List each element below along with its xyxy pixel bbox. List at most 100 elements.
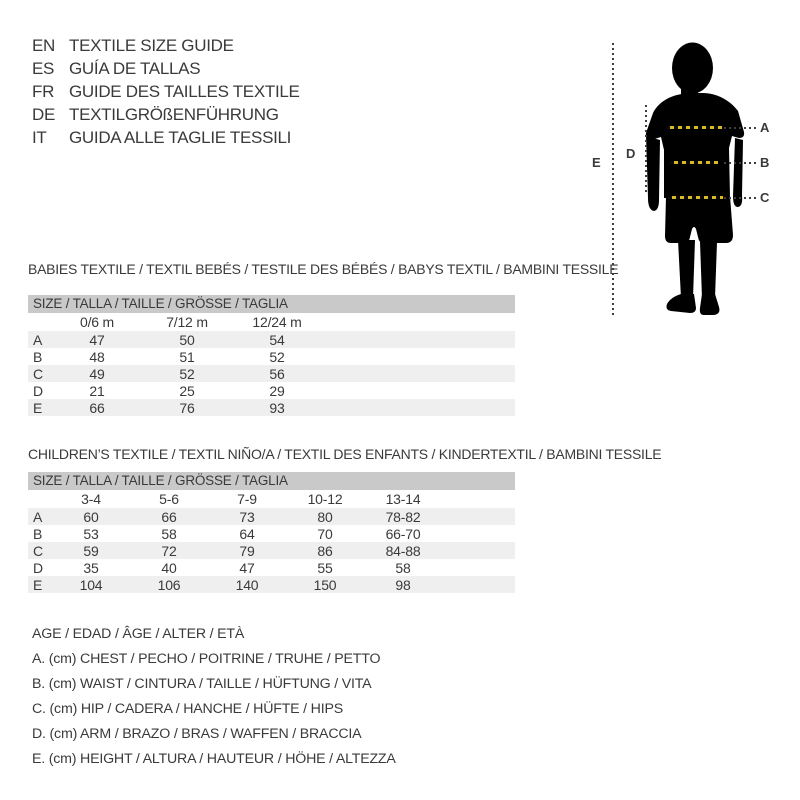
legend-chest: A. (cm) CHEST / PECHO / POITRINE / TRUHE… (32, 651, 381, 667)
hip-leader-line (724, 197, 756, 199)
cell-value: 21 (89, 382, 105, 399)
column-header: 13-14 (385, 491, 421, 507)
cell-value: 52 (179, 365, 195, 382)
language-row-en: EN TEXTILE SIZE GUIDE (32, 34, 300, 57)
chest-measure-line (666, 126, 722, 129)
cell-value: 64 (239, 525, 255, 542)
language-title: GUIDA ALLE TAGLIE TESSILI (69, 127, 292, 147)
child-silhouette-icon (645, 42, 745, 315)
table-row: E 104 106 140 150 98 (28, 576, 515, 593)
column-header: 3-4 (81, 491, 101, 507)
column-header: 0/6 m (79, 314, 114, 330)
cell-value: 58 (161, 525, 177, 542)
cell-value: 53 (83, 525, 99, 542)
cell-value: 51 (179, 348, 195, 365)
cell-value: 104 (79, 576, 103, 593)
row-letter: E (33, 399, 43, 416)
cell-value: 52 (269, 348, 285, 365)
language-code: EN (32, 35, 56, 55)
table-row: D 21 25 29 (28, 382, 515, 399)
language-title: TEXTILE SIZE GUIDE (69, 35, 234, 55)
waist-leader-line (724, 162, 756, 164)
legend-age: AGE / EDAD / ÂGE / ALTER / ETÀ (32, 626, 245, 642)
language-title: TEXTILGRÖßENFÜHRUNG (69, 104, 279, 124)
cell-value: 50 (179, 331, 195, 348)
language-row-fr: FR GUIDE DES TAILLES TEXTILE (32, 80, 300, 103)
cell-value: 49 (89, 365, 105, 382)
language-row-it: IT GUIDA ALLE TAGLIE TESSILI (32, 126, 300, 149)
column-header: 10-12 (307, 491, 343, 507)
cell-value: 59 (83, 542, 99, 559)
cell-value: 73 (239, 508, 255, 525)
cell-value: 25 (179, 382, 195, 399)
chest-leader-line (724, 127, 756, 129)
mark-hip: C (760, 190, 770, 205)
cell-value: 40 (161, 559, 177, 576)
row-letter: E (33, 576, 43, 593)
cell-value: 58 (395, 559, 411, 576)
table-header-row: 3-4 5-6 7-9 10-12 13-14 (28, 490, 515, 508)
height-measure-line (612, 43, 614, 318)
row-letter: B (33, 525, 43, 542)
row-letter: A (33, 331, 43, 348)
children-size-table: 3-4 5-6 7-9 10-12 13-14 A 60 66 73 80 78… (28, 490, 515, 593)
language-title: GUIDE DES TAILLES TEXTILE (69, 81, 300, 101)
legend-hip: C. (cm) HIP / CADERA / HANCHE / HÜFTE / … (32, 701, 343, 717)
table-row: B 53 58 64 70 66-70 (28, 525, 515, 542)
language-code: FR (32, 81, 55, 101)
children-section-title: CHILDREN’S TEXTILE / TEXTIL NIÑO/A / TEX… (28, 446, 662, 462)
cell-value: 70 (317, 525, 333, 542)
row-letter: A (33, 508, 43, 525)
language-code: DE (32, 104, 56, 124)
children-size-bar: SIZE / TALLA / TAILLE / GRÖSSE / TAGLIA (28, 472, 515, 490)
table-row: B 48 51 52 (28, 348, 515, 365)
cell-value: 98 (395, 576, 411, 593)
cell-value: 84-88 (385, 542, 421, 559)
column-header: 12/24 m (252, 314, 302, 330)
cell-value: 150 (313, 576, 337, 593)
table-row: D 35 40 47 55 58 (28, 559, 515, 576)
row-letter: C (33, 542, 43, 559)
table-row: C 49 52 56 (28, 365, 515, 382)
cell-value: 66 (89, 399, 105, 416)
cell-value: 54 (269, 331, 285, 348)
cell-value: 86 (317, 542, 333, 559)
babies-size-table: 0/6 m 7/12 m 12/24 m A 47 50 54 B 48 51 … (28, 313, 515, 416)
cell-value: 60 (83, 508, 99, 525)
language-title-list: EN TEXTILE SIZE GUIDE ES GUÍA DE TALLAS … (32, 34, 300, 149)
mark-arm: D (626, 146, 636, 161)
row-letter: D (33, 382, 43, 399)
mark-chest: A (760, 120, 770, 135)
measurement-legend: AGE / EDAD / ÂGE / ALTER / ETÀ A. (cm) C… (32, 622, 396, 772)
cell-value: 93 (269, 399, 285, 416)
column-header: 5-6 (159, 491, 179, 507)
cell-value: 66 (161, 508, 177, 525)
row-letter: B (33, 348, 43, 365)
cell-value: 48 (89, 348, 105, 365)
cell-value: 47 (89, 331, 105, 348)
language-row-es: ES GUÍA DE TALLAS (32, 57, 300, 80)
cell-value: 80 (317, 508, 333, 525)
table-row: E 66 76 93 (28, 399, 515, 416)
legend-height: E. (cm) HEIGHT / ALTURA / HAUTEUR / HÖHE… (32, 751, 396, 767)
cell-value: 56 (269, 365, 285, 382)
babies-section-title: BABIES TEXTILE / TEXTIL BEBÉS / TESTILE … (28, 261, 619, 277)
cell-value: 79 (239, 542, 255, 559)
column-header: 7-9 (237, 491, 257, 507)
row-letter: C (33, 365, 43, 382)
legend-arm: D. (cm) ARM / BRAZO / BRAS / WAFFEN / BR… (32, 726, 362, 742)
cell-value: 106 (157, 576, 181, 593)
row-letter: D (33, 559, 43, 576)
mark-waist: B (760, 155, 770, 170)
column-header: 7/12 m (166, 314, 208, 330)
cell-value: 55 (317, 559, 333, 576)
cell-value: 29 (269, 382, 285, 399)
hip-measure-line (668, 196, 723, 199)
language-row-de: DE TEXTILGRÖßENFÜHRUNG (32, 103, 300, 126)
mark-height: E (592, 155, 601, 170)
waist-measure-line (670, 161, 718, 164)
cell-value: 35 (83, 559, 99, 576)
cell-value: 72 (161, 542, 177, 559)
table-row: A 47 50 54 (28, 331, 515, 348)
legend-waist: B. (cm) WAIST / CINTURA / TAILLE / HÜFTU… (32, 676, 372, 692)
